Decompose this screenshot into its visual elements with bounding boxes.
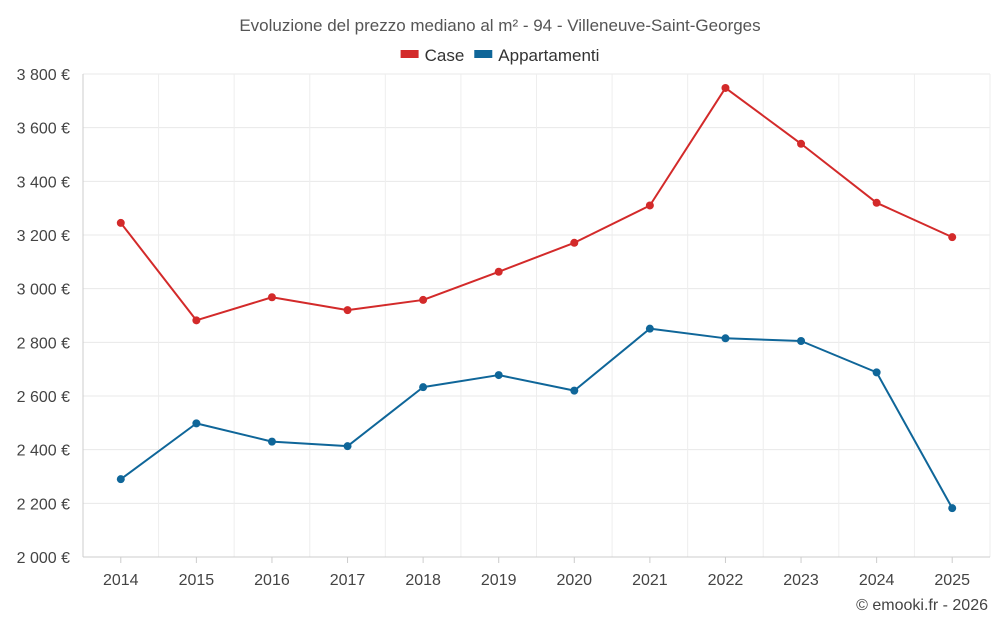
- data-point-appartamenti[interactable]: [116, 475, 125, 484]
- legend: Case Appartamenti: [400, 46, 599, 65]
- data-point-case[interactable]: [948, 233, 957, 242]
- y-tick-label: 3 400 €: [17, 174, 70, 191]
- data-point-appartamenti[interactable]: [192, 419, 201, 428]
- x-tick-label: 2015: [179, 572, 215, 589]
- data-point-case[interactable]: [494, 267, 503, 276]
- data-point-case[interactable]: [721, 83, 730, 92]
- y-tick-label: 3 600 €: [17, 121, 70, 138]
- x-tick-label: 2020: [556, 572, 592, 589]
- data-point-case[interactable]: [419, 295, 428, 304]
- chart-title: Evoluzione del prezzo mediano al m² - 94…: [239, 16, 760, 35]
- legend-swatch: [400, 50, 419, 58]
- grid: [82, 73, 991, 558]
- x-tick-label: 2025: [934, 572, 970, 589]
- y-tick-label: 2 000 €: [17, 550, 70, 567]
- data-point-appartamenti[interactable]: [570, 386, 579, 395]
- y-tick-label: 2 800 €: [17, 335, 70, 352]
- data-point-appartamenti[interactable]: [343, 442, 352, 451]
- x-tick-label: 2022: [708, 572, 744, 589]
- y-tick-label: 2 400 €: [17, 443, 70, 460]
- data-point-appartamenti[interactable]: [948, 504, 957, 513]
- x-tick-label: 2024: [859, 572, 895, 589]
- legend-label: Appartamenti: [498, 46, 599, 65]
- x-axis: 2014 2015 2016 2017 2018 2019 2020 2021 2022 2023…: [83, 556, 990, 589]
- series-line-case: [120, 86, 953, 322]
- data-point-appartamenti[interactable]: [872, 368, 881, 377]
- x-tick-label: 2019: [481, 572, 517, 589]
- legend-swatch: [474, 50, 493, 58]
- x-tick-label: 2014: [103, 572, 139, 589]
- data-point-case[interactable]: [267, 293, 276, 302]
- legend-item-case[interactable]: Case: [400, 46, 465, 65]
- x-tick-label: 2023: [783, 572, 819, 589]
- data-point-case[interactable]: [116, 218, 125, 227]
- data-point-appartamenti[interactable]: [419, 383, 428, 392]
- credit-text: © emooki.fr - 2026: [856, 597, 988, 614]
- data-point-case[interactable]: [872, 198, 881, 207]
- legend-label: Case: [425, 46, 465, 65]
- data-point-case[interactable]: [343, 306, 352, 315]
- data-point-appartamenti[interactable]: [267, 437, 276, 446]
- y-tick-label: 3 800 €: [17, 67, 70, 84]
- x-tick-label: 2018: [405, 572, 441, 589]
- data-point-appartamenti[interactable]: [721, 334, 730, 343]
- series-line-appartamenti: [120, 327, 954, 509]
- legend-item-appartamenti[interactable]: Appartamenti: [474, 46, 599, 65]
- y-tick-label: 2 600 €: [17, 389, 70, 406]
- data-point-case[interactable]: [645, 201, 654, 210]
- data-point-case[interactable]: [192, 316, 201, 325]
- data-point-appartamenti[interactable]: [797, 336, 806, 345]
- y-tick-label: 3 000 €: [17, 282, 70, 299]
- x-tick-label: 2016: [254, 572, 290, 589]
- data-point-appartamenti[interactable]: [494, 371, 503, 380]
- data-point-case[interactable]: [797, 139, 806, 148]
- x-tick-label: 2017: [330, 572, 366, 589]
- x-tick-label: 2021: [632, 572, 668, 589]
- data-point-appartamenti[interactable]: [645, 324, 654, 333]
- data-point-case[interactable]: [570, 238, 579, 247]
- y-tick-label: 2 200 €: [17, 496, 70, 513]
- y-axis: 2 000 € 2 200 € 2 400 € 2 600 € 2 800 € 3 000…: [17, 67, 84, 567]
- y-tick-label: 3 200 €: [17, 228, 70, 245]
- series-layer: [116, 83, 957, 513]
